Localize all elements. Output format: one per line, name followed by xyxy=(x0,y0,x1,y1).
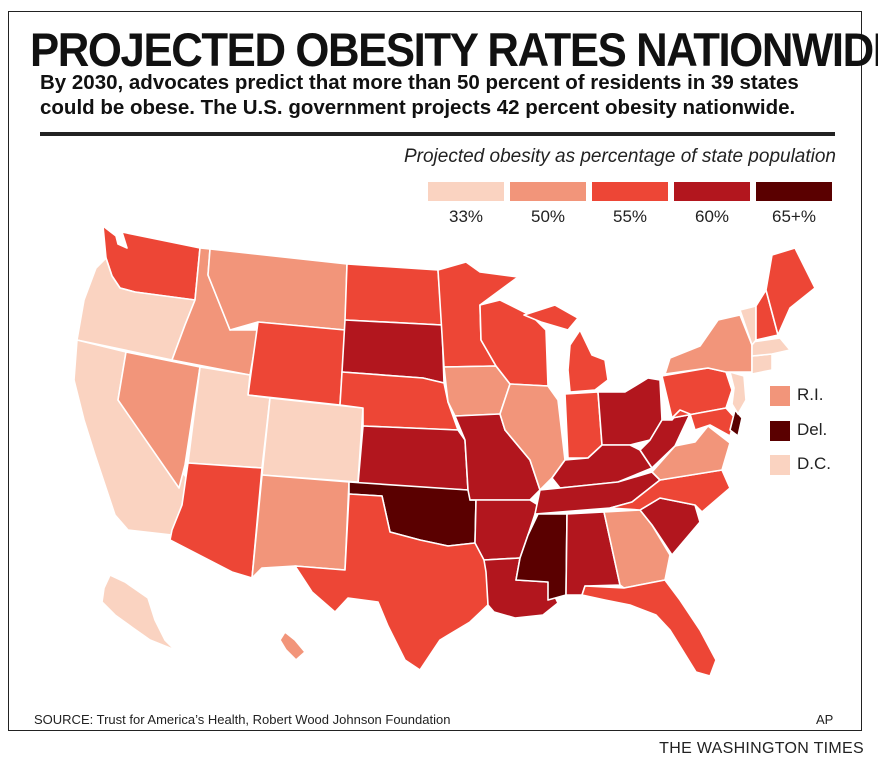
legend-item-55: 55% xyxy=(592,182,668,227)
chart-frame xyxy=(8,11,862,731)
legend-label-55: 55% xyxy=(612,207,648,226)
state-delaware[interactable] xyxy=(729,409,743,437)
divider xyxy=(40,132,835,136)
state-new-mexico[interactable] xyxy=(251,474,350,579)
state-maine[interactable] xyxy=(765,247,816,336)
state-maryland[interactable] xyxy=(671,407,736,437)
page-title: PROJECTED OBESITY RATES NATIONWIDE xyxy=(30,23,878,76)
state-hawaii[interactable] xyxy=(279,631,306,661)
state-iowa[interactable] xyxy=(443,365,511,417)
de-swatch xyxy=(770,421,790,441)
dc-label: D.C. xyxy=(797,454,831,473)
state-texas[interactable] xyxy=(294,493,489,671)
publisher: THE WASHINGTON TIMES xyxy=(659,740,864,757)
state-illinois[interactable] xyxy=(499,383,566,491)
legend-label-33: 33% xyxy=(448,207,484,226)
legend-item-65plus: 65+% xyxy=(756,182,832,227)
legend-item-50: 50% xyxy=(510,182,586,227)
legend-swatch-55 xyxy=(592,182,668,201)
ri-swatch xyxy=(770,386,790,406)
state-nevada[interactable] xyxy=(117,351,201,489)
legend-swatch-50 xyxy=(510,182,586,201)
state-connecticut[interactable] xyxy=(751,353,773,375)
legend-item-33: 33% xyxy=(428,182,504,227)
state-north-carolina[interactable] xyxy=(609,469,731,513)
subtitle: By 2030, advocates predict that more tha… xyxy=(40,71,799,119)
state-colorado[interactable] xyxy=(261,397,364,483)
credit: AP xyxy=(816,712,834,727)
state-virginia[interactable] xyxy=(651,425,731,481)
legend-item-60: 60% xyxy=(674,182,750,227)
state-new-york[interactable] xyxy=(664,314,753,375)
state-massachusetts[interactable] xyxy=(751,337,791,357)
state-alaska[interactable] xyxy=(101,574,176,651)
de-label: Del. xyxy=(797,420,828,439)
dc-swatch xyxy=(770,455,790,475)
legend-swatch-65plus xyxy=(756,182,832,201)
ri-label: R.I. xyxy=(797,385,824,404)
state-wyoming[interactable] xyxy=(247,321,346,406)
state-indiana[interactable] xyxy=(564,391,603,459)
legend-swatch-60 xyxy=(674,182,750,201)
state-new-jersey[interactable] xyxy=(729,371,747,415)
legend-title: Projected obesity as percentage of state… xyxy=(403,146,836,167)
state-north-dakota[interactable] xyxy=(344,263,443,326)
legend-label-50: 50% xyxy=(530,207,566,226)
state-kansas[interactable] xyxy=(357,425,469,491)
state-montana[interactable] xyxy=(207,248,348,331)
legend-swatch-33 xyxy=(428,182,504,201)
state-florida[interactable] xyxy=(581,579,717,677)
source-note: SOURCE: Trust for America’s Health, Robe… xyxy=(34,712,451,727)
legend-label-65plus: 65+% xyxy=(772,207,816,226)
legend-label-60: 60% xyxy=(694,207,730,226)
state-michigan[interactable] xyxy=(523,304,609,393)
